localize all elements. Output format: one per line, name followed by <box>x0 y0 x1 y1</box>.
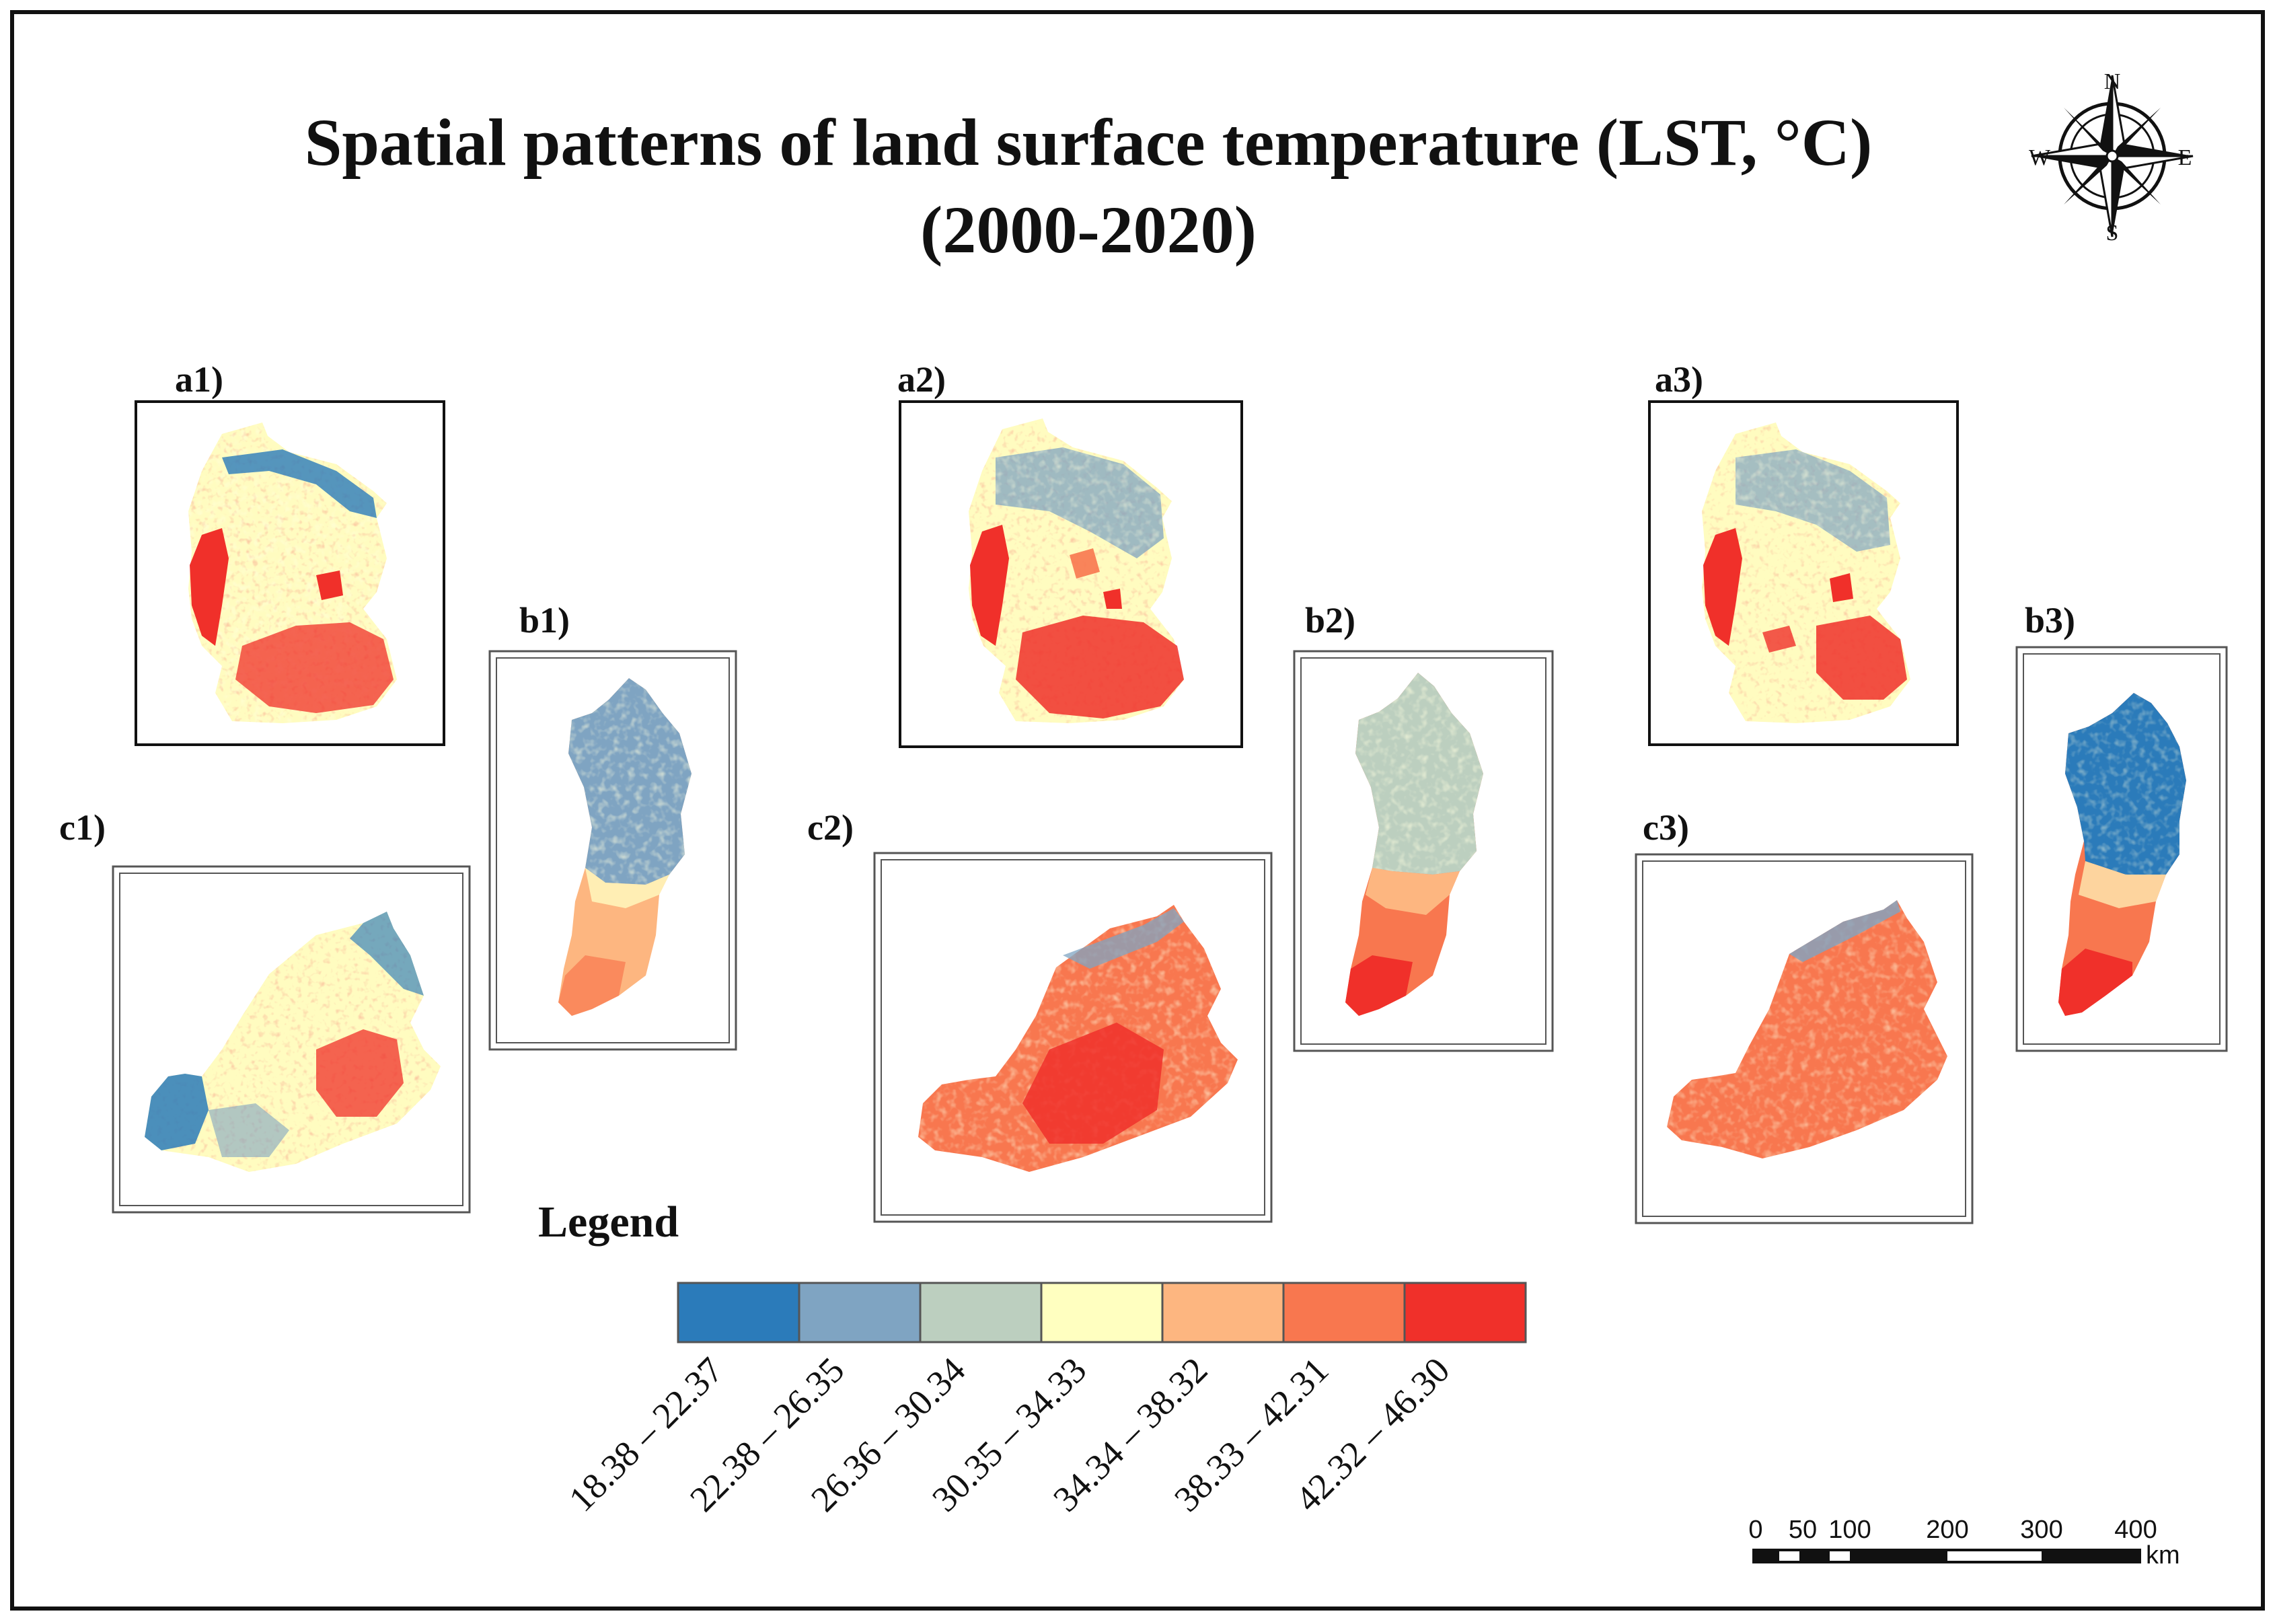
lst-map-b1 <box>558 678 692 1016</box>
legend-title: Legend <box>538 1197 679 1247</box>
lst-map-c1 <box>145 912 441 1172</box>
legend-swatch <box>1161 1282 1285 1343</box>
legend-swatch <box>919 1282 1043 1343</box>
scale-bar-tick-label: 200 <box>1926 1516 1968 1544</box>
legend-swatch <box>1403 1282 1527 1343</box>
panel-label-c3: c3) <box>1643 807 1689 848</box>
legend-color-ramp <box>677 1282 1527 1343</box>
legend-swatch <box>1040 1282 1164 1343</box>
compass-rose-icon <box>2031 75 2194 237</box>
panel-label-a2: a2) <box>897 359 946 400</box>
lst-map-c2 <box>918 905 1238 1172</box>
legend-swatch <box>1282 1282 1406 1343</box>
map-title-line1: Spatial patterns of land surface tempera… <box>305 105 1873 180</box>
panel-label-b1: b1) <box>519 600 570 640</box>
compass-east-label: E <box>2178 145 2192 170</box>
compass-west-label: W <box>2029 145 2051 170</box>
panel-label-b2: b2) <box>1305 600 1355 640</box>
scale-bar-tick-label: 50 <box>1789 1516 1817 1544</box>
scale-bar-tick-label: 400 <box>2114 1516 2157 1544</box>
compass-south-label: S <box>2106 221 2119 246</box>
scale-bar-ticks: 0 50 100 200 300 400 <box>1748 1516 2157 1544</box>
lst-map-a2 <box>969 418 1184 723</box>
scale-bar <box>1752 1549 2141 1563</box>
lst-map-a1 <box>188 422 397 723</box>
compass-north-label: N <box>2104 69 2121 94</box>
map-neatline <box>10 10 2265 1611</box>
legend-swatch <box>677 1282 800 1343</box>
panel-label-c1: c1) <box>59 807 106 848</box>
scale-bar-unit: km <box>2146 1541 2180 1570</box>
legend-swatch <box>798 1282 922 1343</box>
lst-map-b2 <box>1345 673 1483 1016</box>
scale-bar-tick-label: 100 <box>1828 1516 1871 1544</box>
scale-bar-tick-label: 300 <box>2020 1516 2062 1544</box>
panel-label-a1: a1) <box>175 359 223 400</box>
map-title-line2: (2000-2020) <box>920 192 1257 267</box>
panel-label-b3: b3) <box>2025 600 2075 640</box>
lst-map-a3 <box>1702 422 1910 723</box>
scale-bar-tick-label: 0 <box>1748 1516 1762 1544</box>
lst-map-c3 <box>1667 900 1947 1158</box>
panel-label-c2: c2) <box>807 807 854 848</box>
panel-label-a3: a3) <box>1655 359 1703 400</box>
lst-map-b3 <box>2058 693 2186 1016</box>
